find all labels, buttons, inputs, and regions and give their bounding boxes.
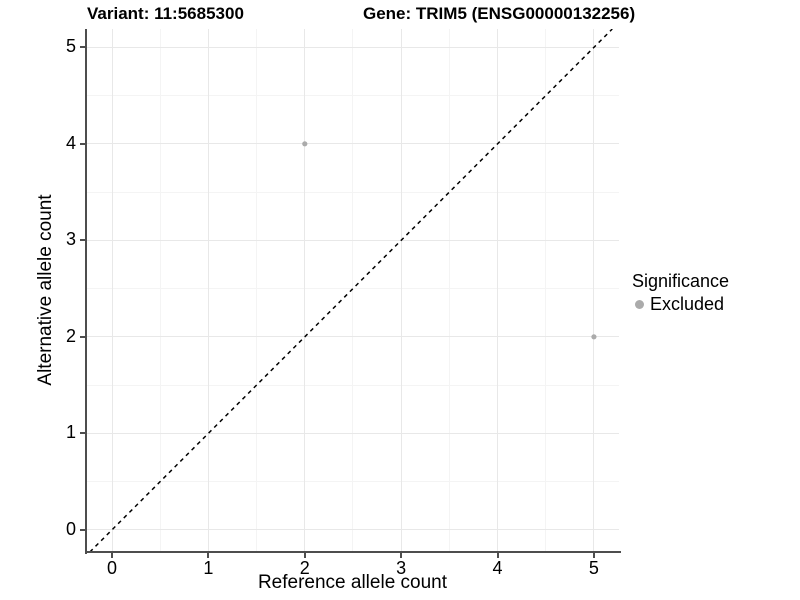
x-tick-label: 4 — [492, 558, 503, 578]
legend: Significance Excluded — [632, 271, 729, 315]
major-gridline-x — [400, 29, 402, 552]
chart-canvas — [89, 29, 613, 552]
x-tick-mark — [207, 552, 210, 558]
y-axis-title: Alternative allele count — [35, 194, 56, 386]
x-tick-mark — [303, 552, 306, 558]
y-tick-mark — [80, 528, 86, 531]
major-gridline-y — [86, 143, 619, 145]
minor-gridline-x — [545, 29, 547, 552]
data-point — [591, 334, 597, 340]
major-gridline-x — [207, 29, 209, 552]
legend-item-excluded: Excluded — [632, 294, 729, 315]
y-tick-label: 4 — [65, 132, 76, 153]
x-axis-line — [85, 551, 621, 553]
x-tick-mark — [400, 552, 403, 558]
major-gridline-y — [86, 529, 619, 531]
y-tick-mark — [80, 46, 86, 49]
y-tick-mark — [80, 239, 86, 242]
minor-gridline-x — [159, 29, 161, 552]
x-tick-label: 5 — [588, 558, 599, 578]
identity-dashed-line — [89, 29, 613, 552]
y-tick-label: 3 — [65, 229, 76, 250]
major-gridline-x — [304, 29, 306, 552]
minor-gridline-y — [86, 481, 619, 483]
x-tick-label: 3 — [396, 558, 407, 578]
major-gridline-y — [86, 432, 619, 434]
major-gridline-x — [111, 29, 113, 552]
x-tick-label: 1 — [203, 558, 214, 578]
minor-gridline-x — [448, 29, 450, 552]
major-gridline-x — [497, 29, 499, 552]
gene-title: Gene: TRIM5 (ENSG00000132256) — [363, 4, 636, 23]
major-gridline-x — [593, 29, 595, 552]
major-gridline-y — [86, 239, 619, 241]
x-tick-label: 2 — [299, 558, 310, 578]
data-point — [302, 141, 308, 147]
y-tick-mark — [80, 142, 86, 145]
y-axis-line — [85, 29, 87, 554]
major-gridline-y — [86, 336, 619, 338]
x-tick-mark — [496, 552, 499, 558]
y-tick-label: 0 — [65, 518, 76, 539]
minor-gridline-x — [256, 29, 258, 552]
y-tick-label: 2 — [65, 325, 76, 346]
y-tick-label: 1 — [65, 422, 76, 443]
minor-gridline-y — [86, 191, 619, 193]
x-tick-label: 0 — [107, 558, 118, 578]
minor-gridline-y — [86, 384, 619, 386]
x-axis-title: Reference allele count — [257, 572, 448, 593]
x-tick-mark — [111, 552, 114, 558]
legend-title: Significance — [632, 271, 730, 291]
legend-key-dot-icon — [635, 300, 644, 309]
y-tick-mark — [80, 432, 86, 435]
minor-gridline-x — [352, 29, 354, 552]
y-tick-mark — [80, 335, 86, 338]
variant-title: Variant: 11:5685300 — [87, 4, 244, 23]
legend-item-label: Excluded — [650, 294, 725, 314]
minor-gridline-y — [86, 95, 619, 97]
plot-panel — [86, 29, 619, 552]
y-tick-label: 5 — [65, 36, 76, 57]
x-tick-mark — [592, 552, 595, 558]
major-gridline-y — [86, 46, 619, 48]
